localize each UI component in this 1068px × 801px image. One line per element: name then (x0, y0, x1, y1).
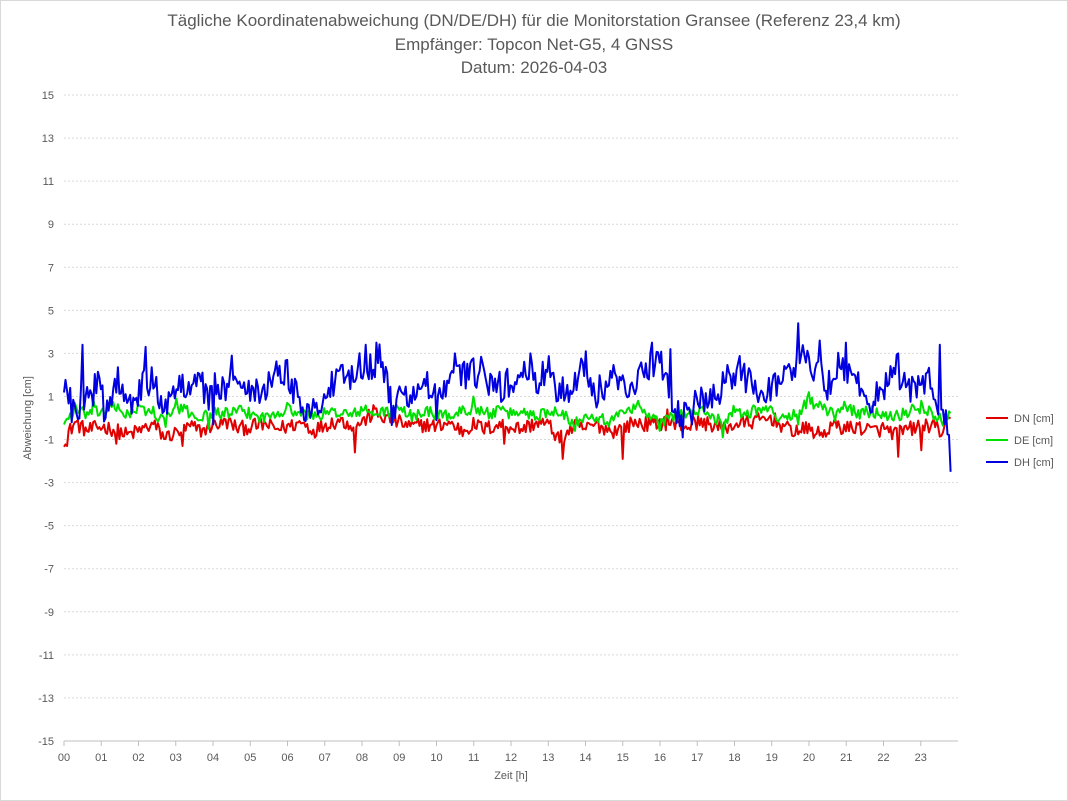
x-tick-label: 15 (617, 752, 629, 764)
x-tick-label: 02 (132, 752, 144, 764)
chart-subtitle-date: Datum: 2026-04-03 (460, 58, 608, 77)
y-axis-ticks: 15 13 11 9 7 5 3 1 -1 -3 -5 -7 -9 -11 -13 -15 (38, 90, 54, 748)
y-tick-label: -15 (38, 736, 54, 748)
grid (64, 94, 958, 742)
x-tick-label: 13 (542, 752, 554, 764)
x-axis-ticks: 00 01 02 03 04 05 06 07 08 09 10 11 12 13 14 15 16 17 18 19… (58, 741, 927, 764)
y-tick-label: -7 (44, 564, 54, 576)
x-tick-label: 12 (505, 752, 517, 764)
x-tick-label: 06 (281, 752, 293, 764)
chart-title: Tägliche Koordinatenabweichung (DN/DE/DH… (167, 11, 901, 30)
x-tick-label: 20 (803, 752, 815, 764)
x-tick-label: 16 (654, 752, 666, 764)
series-line-dh (63, 322, 952, 472)
y-tick-label: 13 (42, 133, 54, 145)
y-tick-label: -11 (39, 650, 54, 662)
x-tick-label: 23 (915, 752, 927, 764)
series-lines (63, 322, 952, 472)
y-tick-label: -3 (44, 478, 54, 490)
legend: DN [cm] DE [cm] DH [cm] (986, 413, 1054, 469)
y-axis-label: Abweichung [cm] (22, 376, 34, 460)
y-tick-label: 5 (48, 305, 54, 317)
x-tick-label: 07 (319, 752, 331, 764)
legend-entry: DH [cm] (1014, 457, 1054, 469)
series-line-dn (63, 404, 951, 460)
x-tick-label: 08 (356, 752, 368, 764)
y-tick-label: 3 (48, 348, 54, 360)
x-tick-label: 01 (95, 752, 107, 764)
y-tick-label: 9 (48, 219, 54, 231)
series-line-de (63, 391, 952, 439)
x-tick-label: 03 (170, 752, 182, 764)
y-tick-label: 1 (48, 391, 54, 403)
x-tick-label: 11 (468, 752, 479, 764)
y-tick-label: -5 (44, 521, 54, 533)
x-axis-label: Zeit [h] (494, 770, 528, 782)
x-tick-label: 05 (244, 752, 256, 764)
x-tick-label: 10 (430, 752, 442, 764)
x-tick-label: 19 (766, 752, 778, 764)
x-tick-label: 21 (840, 752, 852, 764)
y-tick-label: 11 (43, 176, 54, 188)
legend-entry: DE [cm] (1014, 435, 1053, 447)
legend-entry: DN [cm] (1014, 413, 1054, 425)
x-tick-label: 00 (58, 752, 70, 764)
x-tick-label: 18 (728, 752, 740, 764)
y-tick-label: -13 (38, 693, 54, 705)
y-tick-label: 7 (48, 262, 54, 274)
y-tick-label: -1 (44, 435, 54, 447)
chart-subtitle-receiver: Empfänger: Topcon Net-G5, 4 GNSS (394, 35, 674, 54)
y-tick-label: -9 (44, 607, 54, 619)
x-tick-label: 04 (207, 752, 219, 764)
x-tick-label: 14 (579, 752, 591, 764)
x-tick-label: 17 (691, 752, 703, 764)
y-tick-label: 15 (42, 90, 54, 102)
x-tick-label: 22 (877, 752, 889, 764)
x-tick-label: 09 (393, 752, 405, 764)
